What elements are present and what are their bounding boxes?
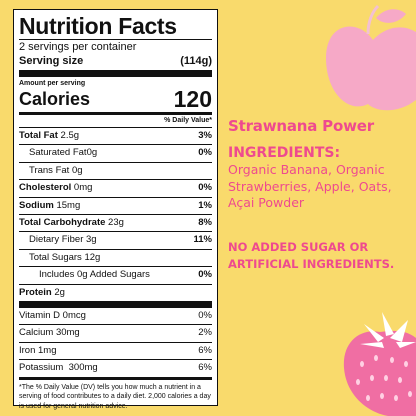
ingredients-list: Organic Banana, Organic Strawberries, Ap… [228,162,392,211]
servings-per-container: 2 servings per container [19,41,137,53]
nutrient-row-cholesterol: Cholesterol 0mg 0% [19,179,212,196]
calories-label: Calories [19,89,91,109]
vitamin-row-vitamin-d: Vitamin D 0mcg 0% [19,310,212,322]
strawberry-illustration [343,312,416,416]
apple-illustration [326,4,416,111]
product-info: Strawnana Power INGREDIENTS: Organic Ban… [228,116,408,273]
nutrient-row-total-sugars: Total Sugars 12g [19,248,212,266]
no-added-sugar-claim: NO ADDED SUGAR OR ARTIFICIAL INGREDIENTS… [228,239,395,271]
nutrition-facts-label: Nutrition Facts 2 servings per container… [13,9,218,410]
nutrient-row-trans-fat: Trans Fat 0g [19,161,212,179]
amount-per-serving: Amount per serving [19,80,86,87]
calories-row: Calories 120 [19,88,212,112]
serving-size: Serving size (114g) [19,54,212,70]
nutrient-row-total-fat: Total Fat 2.5g 3% [19,127,212,144]
nutrient-row-added-sugars: Includes 0g Added Sugars 0% [19,266,212,283]
serving-size-label: Serving size [19,55,84,67]
product-name: Strawnana Power [228,117,374,135]
nutrient-row-protein: Protein 2g [19,283,212,301]
nutrient-row-dietary-fiber: Dietary Fiber 3g 11% [19,231,212,248]
nutrition-facts-title: Nutrition Facts [19,13,177,39]
calories-value: 120 [173,86,212,112]
daily-value-footnote: *The % Daily Value (DV) tells you how mu… [19,383,211,410]
vitamin-row-calcium: Calcium 30mg 2% [19,324,212,341]
ingredients-heading: INGREDIENTS: [228,145,341,161]
daily-value-header: % Daily Value* [164,117,212,124]
nutrient-row-saturated-fat: Saturated Fat0g 0% [19,144,212,161]
serving-size-value: (114g) [180,55,212,67]
nutrient-row-total-carbohydrate: Total Carbohydrate 23g 8% [19,214,212,231]
vitamin-row-iron: Iron 1mg 6% [19,341,212,359]
vitamin-row-potassium: Potassium 300mg 6% [19,359,212,376]
nutrient-row-sodium: Sodium 15mg 1% [19,196,212,214]
